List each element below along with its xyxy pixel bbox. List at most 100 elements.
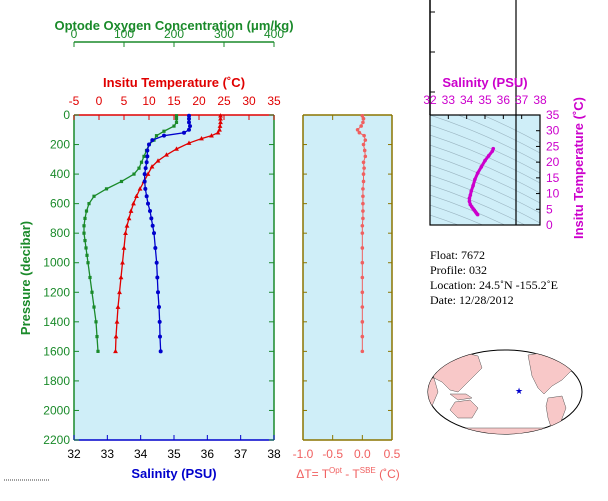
oxygen-tick-label: 400: [264, 27, 284, 41]
oxygen-point: [85, 253, 89, 257]
temperature-point: [126, 215, 132, 221]
oxygen-point: [92, 305, 96, 309]
pressure-tick-label: 200: [50, 138, 70, 152]
isopycnal: [430, 204, 484, 225]
salinity-point: [162, 133, 166, 138]
salinity-point: [147, 142, 151, 147]
oxygen-point: [84, 246, 88, 250]
oxygen-ticks: 0 100 200 300 400: [71, 27, 284, 47]
pressure-tick-label: 1000: [43, 256, 70, 270]
delta-t-title-sup1: Opt: [329, 466, 343, 475]
pressure-tick-label: 0: [63, 108, 70, 122]
delta-t-ticks: -1.0 -0.5 0.0 0.5: [293, 114, 401, 461]
delta-t-point: [361, 179, 366, 184]
oxygen-point: [86, 261, 90, 265]
delta-t-point: [360, 246, 365, 250]
delta-t-tick-label: 0.5: [384, 447, 401, 461]
delta-t-axis-title: ΔT= TOpt - TSBE (˚C): [296, 466, 400, 481]
ts-point: [467, 196, 472, 201]
isopycnal-lines: [430, 115, 540, 225]
isopycnal: [430, 154, 540, 204]
temperature-tick-label: -5: [69, 94, 80, 108]
ts-plot-area: [430, 115, 540, 225]
delta-t-point: [361, 187, 365, 191]
pressure-tick-label: 600: [50, 197, 70, 211]
profile-panel: 0 100 200 300 400 -5 0 5 10 15 20 25 30 35 32 33 34 35 3…: [18, 18, 294, 481]
delta-t-point: [355, 127, 360, 132]
temperature-point: [113, 348, 118, 354]
oxygen-point: [90, 290, 94, 294]
delta-t-point: [360, 223, 365, 228]
delta-t-tick-label: -0.5: [322, 447, 343, 461]
delta-t-point: [361, 201, 365, 206]
salinity-point: [143, 166, 148, 171]
oxygen-point: [82, 231, 86, 235]
salinity-point: [148, 209, 152, 214]
temperature-point: [131, 201, 136, 206]
salinity-tick-label: 34: [134, 447, 148, 461]
delta-t-point: [362, 133, 366, 138]
isopycnal: [430, 184, 526, 225]
salinity-point: [143, 186, 148, 191]
delta-t-point: [361, 172, 366, 176]
delta-t-point: [360, 305, 365, 309]
profile-plot-area: [74, 115, 274, 440]
salinity-point: [155, 275, 160, 280]
temperature-point: [121, 245, 127, 250]
salinity-tick-label: 36: [201, 447, 215, 461]
temperature-point: [217, 123, 223, 128]
salinity-point: [153, 245, 158, 250]
salinity-point: [149, 216, 154, 221]
pressure-tick-label: 800: [50, 226, 70, 240]
delta-t-point: [361, 142, 366, 147]
delta-t-tick-label: 0.0: [354, 447, 371, 461]
ts-ytick-label: 20: [546, 155, 560, 169]
salinity-point: [187, 113, 191, 118]
oxygen-point: [142, 154, 146, 158]
isopycnal: [430, 214, 459, 225]
salinity-point: [156, 290, 160, 295]
profile-number: Profile: 032: [430, 263, 487, 277]
delta-t-point: [360, 260, 365, 265]
temperature-point: [215, 130, 221, 135]
temperature-point: [137, 186, 143, 191]
salinity-tick-label: 38: [267, 447, 281, 461]
temperature-tick-label: 25: [217, 94, 231, 108]
temperature-point: [117, 289, 122, 295]
delta-t-point: [360, 320, 365, 324]
ts-point: [483, 158, 487, 163]
salinity-point: [145, 148, 150, 153]
delta-t-point: [362, 166, 366, 170]
temperature-point: [218, 116, 223, 121]
world-map: ★: [427, 349, 583, 435]
delta-t-point: [361, 216, 365, 221]
salinity-point: [187, 116, 191, 121]
salinity-tick-label: 32: [67, 447, 81, 461]
africa-land: [428, 377, 439, 407]
salinity-point: [146, 201, 150, 206]
temperature-tick-label: 30: [242, 94, 256, 108]
pressure-tick-label: 2000: [43, 403, 70, 417]
delta-t-point: [362, 148, 367, 153]
date: Date: 12/28/2012: [430, 293, 514, 307]
temperature-point: [118, 274, 124, 280]
oxygen-tick-label: 300: [214, 27, 234, 41]
salinity-point: [144, 194, 149, 199]
temperature-ticks: -5 0 5 10 15 20 25 30 35: [69, 94, 281, 120]
float-location-marker: ★: [515, 386, 523, 396]
salinity-tick-label: 37: [234, 447, 248, 461]
pressure-tick-label: 2200: [43, 433, 70, 447]
delta-t-point: [360, 290, 365, 295]
temperature-tick-label: 0: [96, 94, 103, 108]
oxygen-point: [96, 349, 100, 353]
temperature-tick-label: 20: [192, 94, 206, 108]
ts-ytick-label: 5: [546, 202, 553, 216]
delta-t-tick-label: -1.0: [293, 447, 314, 461]
salinity-point: [144, 160, 149, 165]
salinity-point: [187, 127, 191, 132]
oxygen-point: [87, 202, 91, 206]
delta-t-point: [357, 130, 362, 135]
salinity-point: [150, 138, 155, 143]
oxygen-point: [174, 117, 179, 121]
